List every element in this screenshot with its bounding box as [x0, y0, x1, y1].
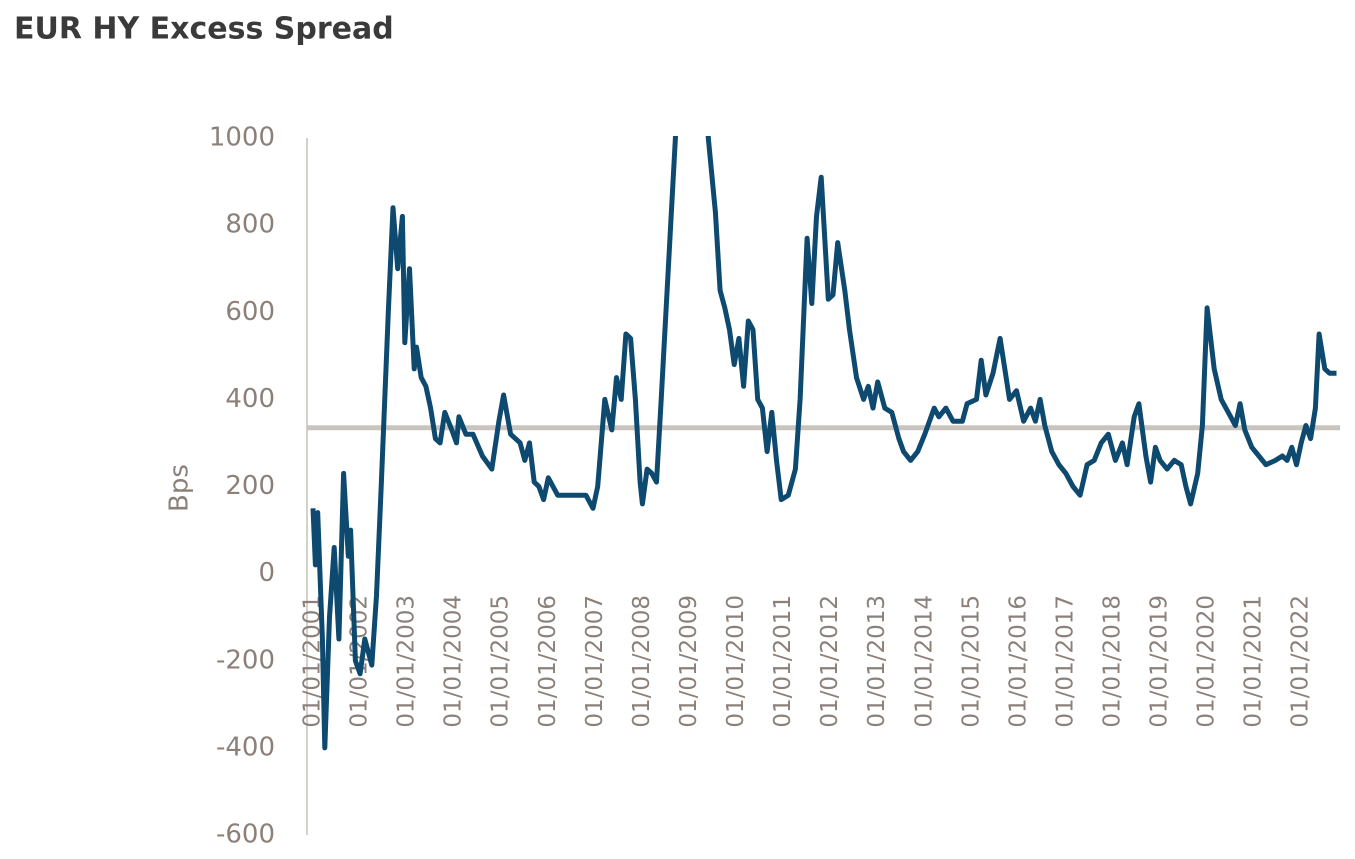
y-tick-label: -400	[216, 732, 275, 762]
y-tick-label: 800	[225, 210, 275, 240]
x-tick-label: 01/01/2008	[629, 595, 655, 728]
x-tick-label: 01/01/2019	[1147, 595, 1173, 728]
x-tick-label: 01/01/2012	[817, 595, 843, 728]
y-tick-label: 400	[225, 384, 275, 414]
x-tick-label: 01/01/2020	[1194, 595, 1220, 728]
x-tick-label: 01/01/2018	[1100, 595, 1126, 728]
x-tick-label: 01/01/2006	[535, 595, 561, 728]
x-tick-label: 01/01/2011	[770, 595, 796, 728]
x-tick-label: 01/01/2016	[1005, 595, 1031, 728]
line-series	[310, 136, 1337, 751]
y-axis-label: Bps	[165, 464, 195, 512]
x-tick-label: 01/01/2005	[488, 595, 514, 728]
x-tick-label: 01/01/2015	[958, 595, 984, 728]
x-tick-label: 01/01/2022	[1288, 595, 1314, 728]
y-tick-label: -200	[216, 645, 275, 675]
y-tick-label: -600	[216, 820, 275, 850]
x-tick-label: 01/01/2007	[582, 595, 608, 728]
y-tick-label: 0	[258, 558, 275, 588]
chart-title: EUR HY Excess Spread	[14, 12, 394, 47]
x-tick-label: 01/01/2014	[911, 595, 937, 728]
y-tick-label: 1000	[209, 123, 275, 153]
x-tick-label: 01/01/2021	[1241, 595, 1267, 728]
x-tick-label: 01/01/2004	[441, 595, 467, 728]
x-tick-label: 01/01/2010	[723, 595, 749, 728]
y-tick-label: 200	[225, 471, 275, 501]
x-tick-label: 01/01/2013	[864, 595, 890, 728]
x-tick-label: 01/01/2017	[1052, 595, 1078, 728]
x-tick-label: 01/01/2009	[676, 595, 702, 728]
y-tick-label: 600	[225, 297, 275, 327]
x-tick-label: 01/01/2003	[394, 595, 420, 728]
